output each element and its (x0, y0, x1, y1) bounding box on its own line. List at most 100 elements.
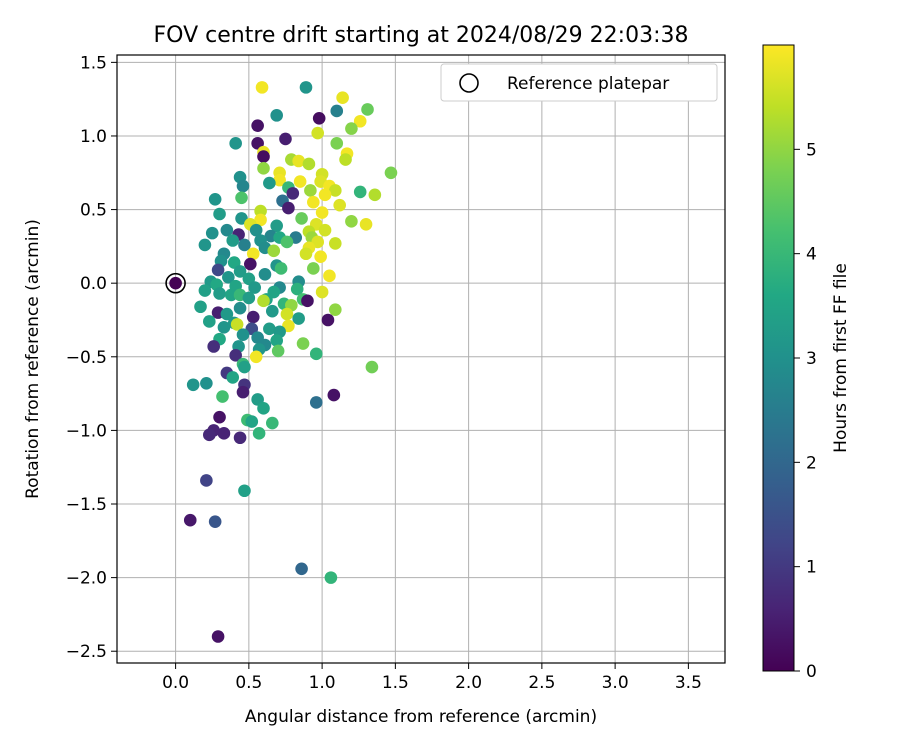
data-point (254, 213, 267, 227)
y-tick-label: 1.0 (80, 127, 107, 147)
colorbar-tick-label: 5 (806, 140, 817, 160)
data-point (328, 303, 342, 316)
data-point (238, 484, 251, 498)
x-tick-label: 1.5 (382, 673, 409, 693)
colorbar-tick-label: 4 (806, 245, 817, 265)
data-point (273, 173, 286, 187)
data-point (220, 223, 234, 237)
x-tick-label: 1.0 (309, 673, 336, 693)
y-tick-label: −0.5 (66, 348, 107, 368)
data-point (236, 385, 250, 399)
data-point (246, 247, 260, 261)
data-point (198, 238, 212, 252)
data-point (202, 428, 216, 442)
data-point (220, 307, 234, 321)
data-point (328, 184, 342, 197)
y-tick-label: −1.0 (66, 421, 107, 441)
data-point (202, 315, 216, 328)
data-point (359, 217, 373, 231)
legend-entry-reference-platepar: Reference platepar (507, 74, 669, 94)
data-point (194, 300, 207, 314)
data-point (208, 192, 222, 206)
data-point (263, 322, 276, 336)
data-point (271, 344, 285, 358)
data-point (211, 263, 225, 277)
reference-point (169, 276, 182, 290)
data-point (318, 223, 332, 237)
y-tick-label: 0.5 (80, 201, 107, 221)
data-point (270, 219, 283, 233)
data-point (345, 215, 358, 228)
data-point (200, 376, 213, 390)
data-point (292, 312, 305, 325)
data-point (279, 132, 292, 146)
colorbar: 0 1 2 3 4 5 Hours from first FF file (762, 44, 851, 682)
data-point (280, 307, 294, 321)
data-point (336, 91, 349, 104)
data-point (226, 234, 240, 247)
data-point (236, 328, 250, 342)
data-point (290, 282, 304, 296)
data-point (327, 388, 341, 402)
data-point (309, 396, 323, 409)
data-point (321, 313, 335, 327)
colorbar-gradient (762, 44, 795, 672)
colorbar-tick-label: 1 (806, 558, 817, 578)
colorbar-ticks: 0 1 2 3 4 5 (794, 140, 817, 682)
data-point (323, 269, 336, 283)
data-point (229, 137, 242, 150)
data-point (265, 416, 279, 430)
data-point (258, 268, 272, 281)
y-tick-label: −2.0 (66, 569, 107, 589)
data-point (315, 285, 329, 299)
data-point (270, 334, 283, 347)
data-point (315, 206, 329, 219)
legend-marker (459, 73, 479, 93)
data-point (282, 201, 295, 215)
data-point (293, 175, 307, 188)
data-point (314, 250, 327, 263)
data-point (257, 162, 270, 175)
data-point (353, 114, 367, 128)
data-point (274, 262, 288, 275)
colorbar-label: Hours from first FF file (831, 263, 851, 453)
data-point (384, 166, 398, 180)
data-point (238, 238, 251, 252)
data-point (213, 410, 226, 424)
reference-ring (165, 272, 186, 294)
data-point (238, 360, 251, 374)
data-point (318, 188, 332, 202)
data-point (233, 431, 247, 445)
data-point (304, 184, 317, 197)
data-point (246, 310, 260, 324)
colorbar-tick-label: 2 (806, 453, 817, 473)
plot-frame (116, 54, 726, 664)
x-tick-label: 0.5 (235, 673, 262, 693)
data-point (186, 378, 200, 392)
x-tick-label: 3.5 (675, 673, 702, 693)
data-point (217, 427, 231, 440)
data-point (211, 630, 225, 643)
data-point (245, 415, 259, 428)
data-points (183, 81, 398, 643)
data-point (361, 103, 374, 116)
x-tick-label: 3.0 (602, 673, 629, 693)
data-point (252, 427, 266, 440)
colorbar-tick-label: 3 (806, 349, 817, 369)
data-point (224, 288, 238, 302)
data-point (230, 318, 244, 331)
data-point (208, 515, 222, 528)
x-axis-label: Angular distance from reference (arcmin) (245, 707, 597, 727)
data-point (330, 137, 344, 150)
data-point (328, 237, 342, 250)
data-point (217, 321, 231, 334)
y-tick-label: −1.5 (66, 495, 107, 515)
data-point (205, 226, 219, 240)
data-point (207, 340, 220, 353)
legend: Reference platepar (440, 63, 718, 102)
data-point (251, 119, 264, 132)
data-point (242, 291, 256, 305)
reference-marker (165, 272, 186, 294)
data-point (296, 337, 310, 350)
data-point (299, 81, 313, 94)
